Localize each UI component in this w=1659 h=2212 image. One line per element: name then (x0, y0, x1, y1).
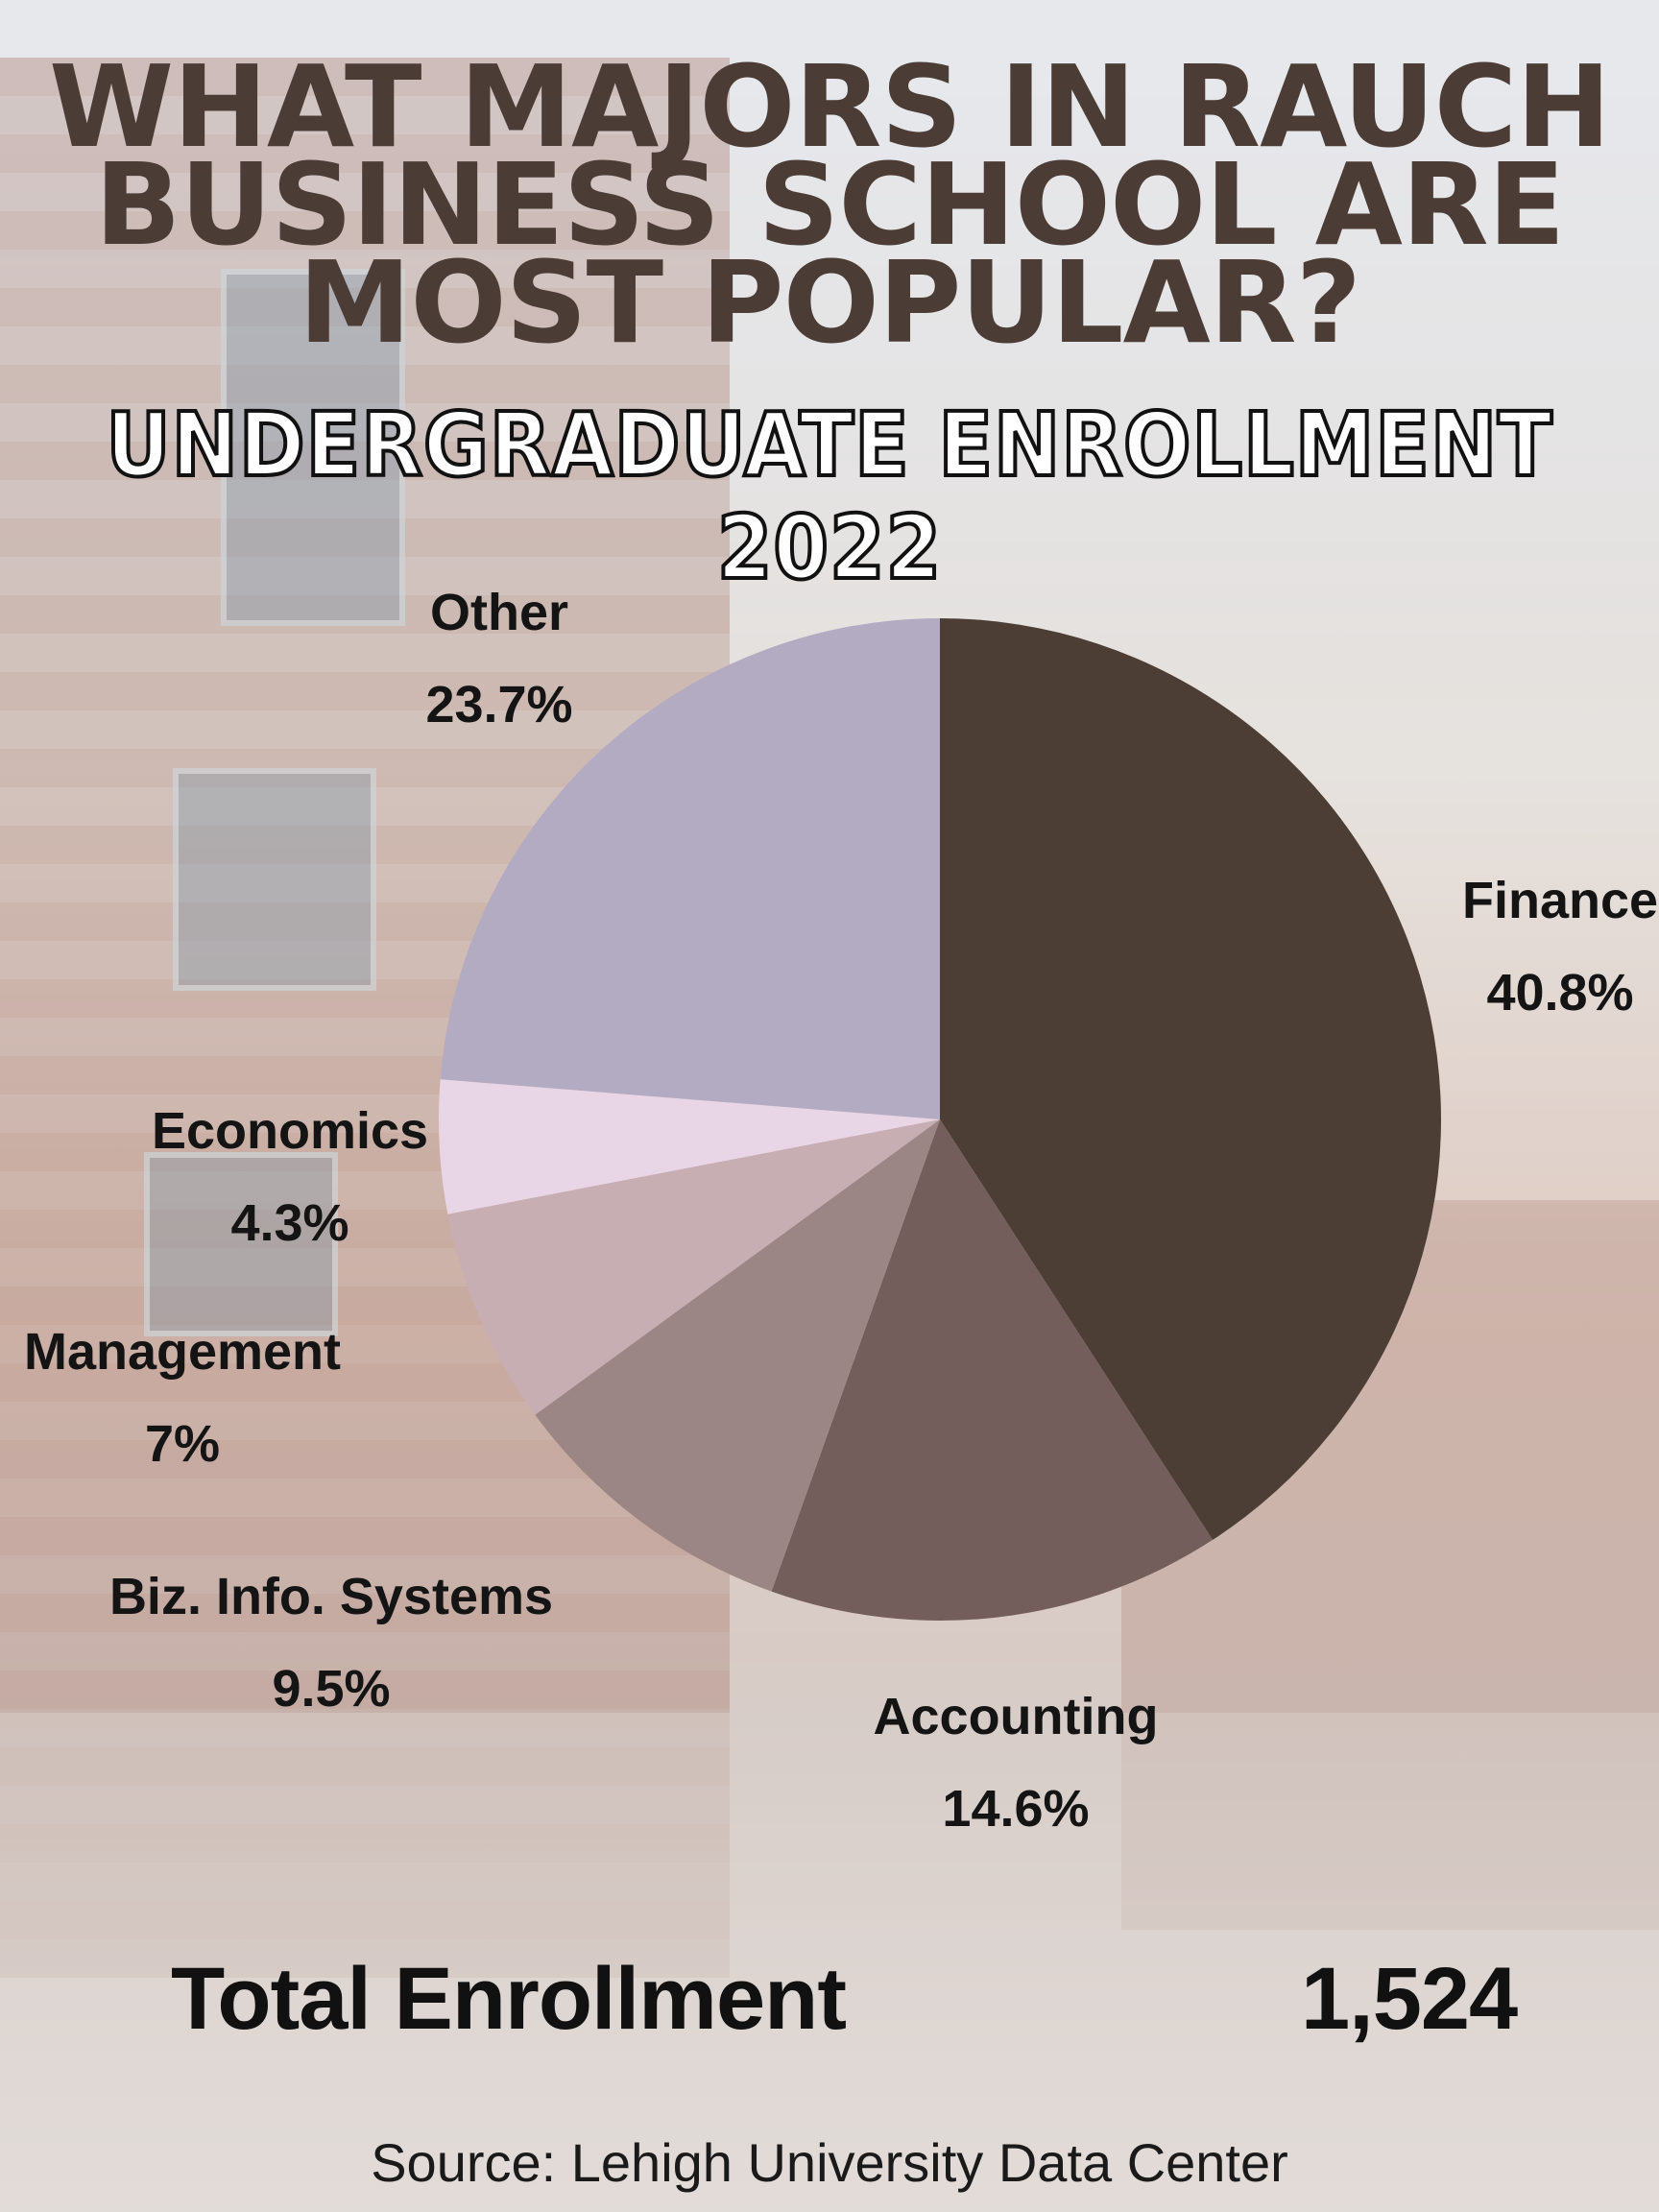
pie-slice-finance (940, 618, 1441, 1540)
pie-slice-biz-info-systems (535, 1119, 940, 1592)
pie-slice-economics (439, 1079, 941, 1214)
pie-slice-management (447, 1119, 941, 1415)
background-sidewalk (0, 1713, 1659, 2212)
slice-category-label: Biz. Info. Systems (108, 1568, 554, 1625)
pie-slice-other (440, 618, 940, 1119)
pie-slice-accounting (771, 1119, 1214, 1621)
total-enrollment-value: 1,524 (1301, 1950, 1518, 2048)
slice-value-label: 40.8% (1486, 964, 1634, 1022)
title-line: BUSINESS SCHOOL ARE (94, 138, 1566, 271)
slice-category-label: Economics (151, 1102, 429, 1160)
background-window (144, 1152, 338, 1336)
title-line: MOST POPULAR? (298, 236, 1361, 369)
source-note: Source: Lehigh University Data Center (371, 2132, 1288, 2193)
slice-label: Biz. Info. Systems 9.5% (109, 1551, 553, 1735)
pie-slices (439, 618, 1441, 1621)
chart-subtitle: UNDERGRADUATE ENROLLMENT 2022 (104, 392, 1553, 601)
slice-label: Other 23.7% (425, 566, 572, 751)
slice-category-label: Other (429, 584, 569, 641)
slice-value-label: 4.3% (230, 1194, 349, 1252)
slice-label: Finance 40.8% (1462, 854, 1658, 1039)
background-window (221, 269, 405, 626)
slice-label: Management 7% (24, 1306, 341, 1490)
slice-value-label: 14.6% (942, 1780, 1090, 1838)
title-line: WHAT MAJORS IN RAUCH (48, 40, 1611, 173)
background-window (173, 768, 376, 991)
total-enrollment-label: Total Enrollment (171, 1950, 847, 2048)
slice-category-label: Accounting (873, 1688, 1159, 1745)
slice-value-label: 23.7% (425, 676, 573, 733)
slice-label: Accounting 14.6% (874, 1671, 1159, 1855)
slice-value-label: 7% (144, 1415, 221, 1473)
slice-category-label: Finance (1461, 872, 1659, 929)
slice-label: Economics 4.3% (152, 1085, 428, 1269)
slice-value-label: 9.5% (272, 1660, 391, 1718)
chart-title: WHAT MAJORS IN RAUCH BUSINESS SCHOOL ARE… (0, 40, 1659, 369)
slice-category-label: Management (23, 1323, 342, 1381)
